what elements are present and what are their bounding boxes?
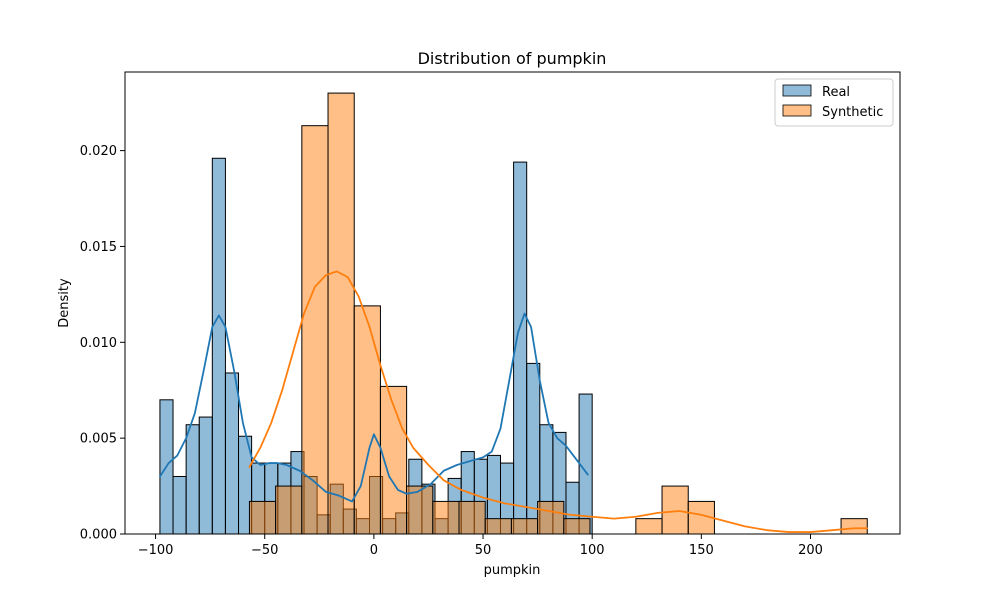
- synthetic-bar-1: [275, 485, 303, 535]
- real-kde-line: [159, 312, 589, 503]
- legend-label-synthetic: Synthetic: [822, 105, 883, 120]
- synthetic-bar-3: [327, 92, 355, 535]
- real-bar-1: [172, 475, 187, 535]
- legend-label-real: Real: [822, 85, 850, 100]
- x-axis-ticks: −100 −50 0 50 100 150 200: [138, 534, 823, 558]
- synthetic-kde-line: [248, 270, 869, 533]
- legend-swatch-real: [782, 84, 812, 97]
- x-tick-label: 150: [689, 543, 714, 558]
- real-bar-5: [224, 372, 240, 535]
- synthetic-bar-7: [432, 500, 460, 535]
- x-tick-label: −100: [138, 543, 174, 558]
- x-tick-label: 200: [798, 543, 823, 558]
- synthetic-bar-9: [484, 518, 512, 535]
- x-tick-label: 100: [580, 543, 605, 558]
- real-bar-4: [211, 157, 226, 535]
- y-axis-ticks: 0.000 0.005 0.010 0.015 0.020: [80, 144, 125, 543]
- synthetic-bar-11: [537, 500, 565, 535]
- real-bar-32: [578, 393, 593, 535]
- synthetic-bar-10: [510, 518, 539, 535]
- y-tick-label: 0.010: [80, 336, 117, 351]
- y-tick-label: 0.020: [80, 144, 117, 159]
- axes-frame: [124, 71, 901, 535]
- y-tick-label: 0.000: [80, 528, 117, 543]
- chart-title: Distribution of pumpkin: [418, 49, 607, 68]
- legend-swatch-synthetic: [782, 104, 812, 117]
- synthetic-bar-2: [301, 125, 329, 535]
- synthetic-bar-12: [563, 518, 591, 535]
- legend: Real Synthetic: [774, 78, 894, 127]
- kde-curves: [159, 270, 869, 533]
- synthetic-bar-14: [661, 485, 689, 535]
- synthetic-bar-8: [458, 500, 486, 535]
- synthetic-bar-4: [353, 305, 381, 535]
- synthetic-bar-0: [248, 500, 277, 535]
- synthetic-bar-16: [840, 518, 868, 535]
- real-bar-3: [198, 416, 213, 535]
- x-tick-label: −50: [251, 543, 278, 558]
- y-tick-label: 0.015: [80, 240, 117, 255]
- y-axis-label: Density: [57, 278, 72, 328]
- x-tick-label: 50: [475, 543, 492, 558]
- x-tick-label: 0: [370, 543, 378, 558]
- y-tick-label: 0.005: [80, 432, 117, 447]
- real-bar-2: [185, 424, 200, 535]
- x-axis-label: pumpkin: [484, 563, 541, 578]
- synthetic-bar-13: [635, 518, 663, 535]
